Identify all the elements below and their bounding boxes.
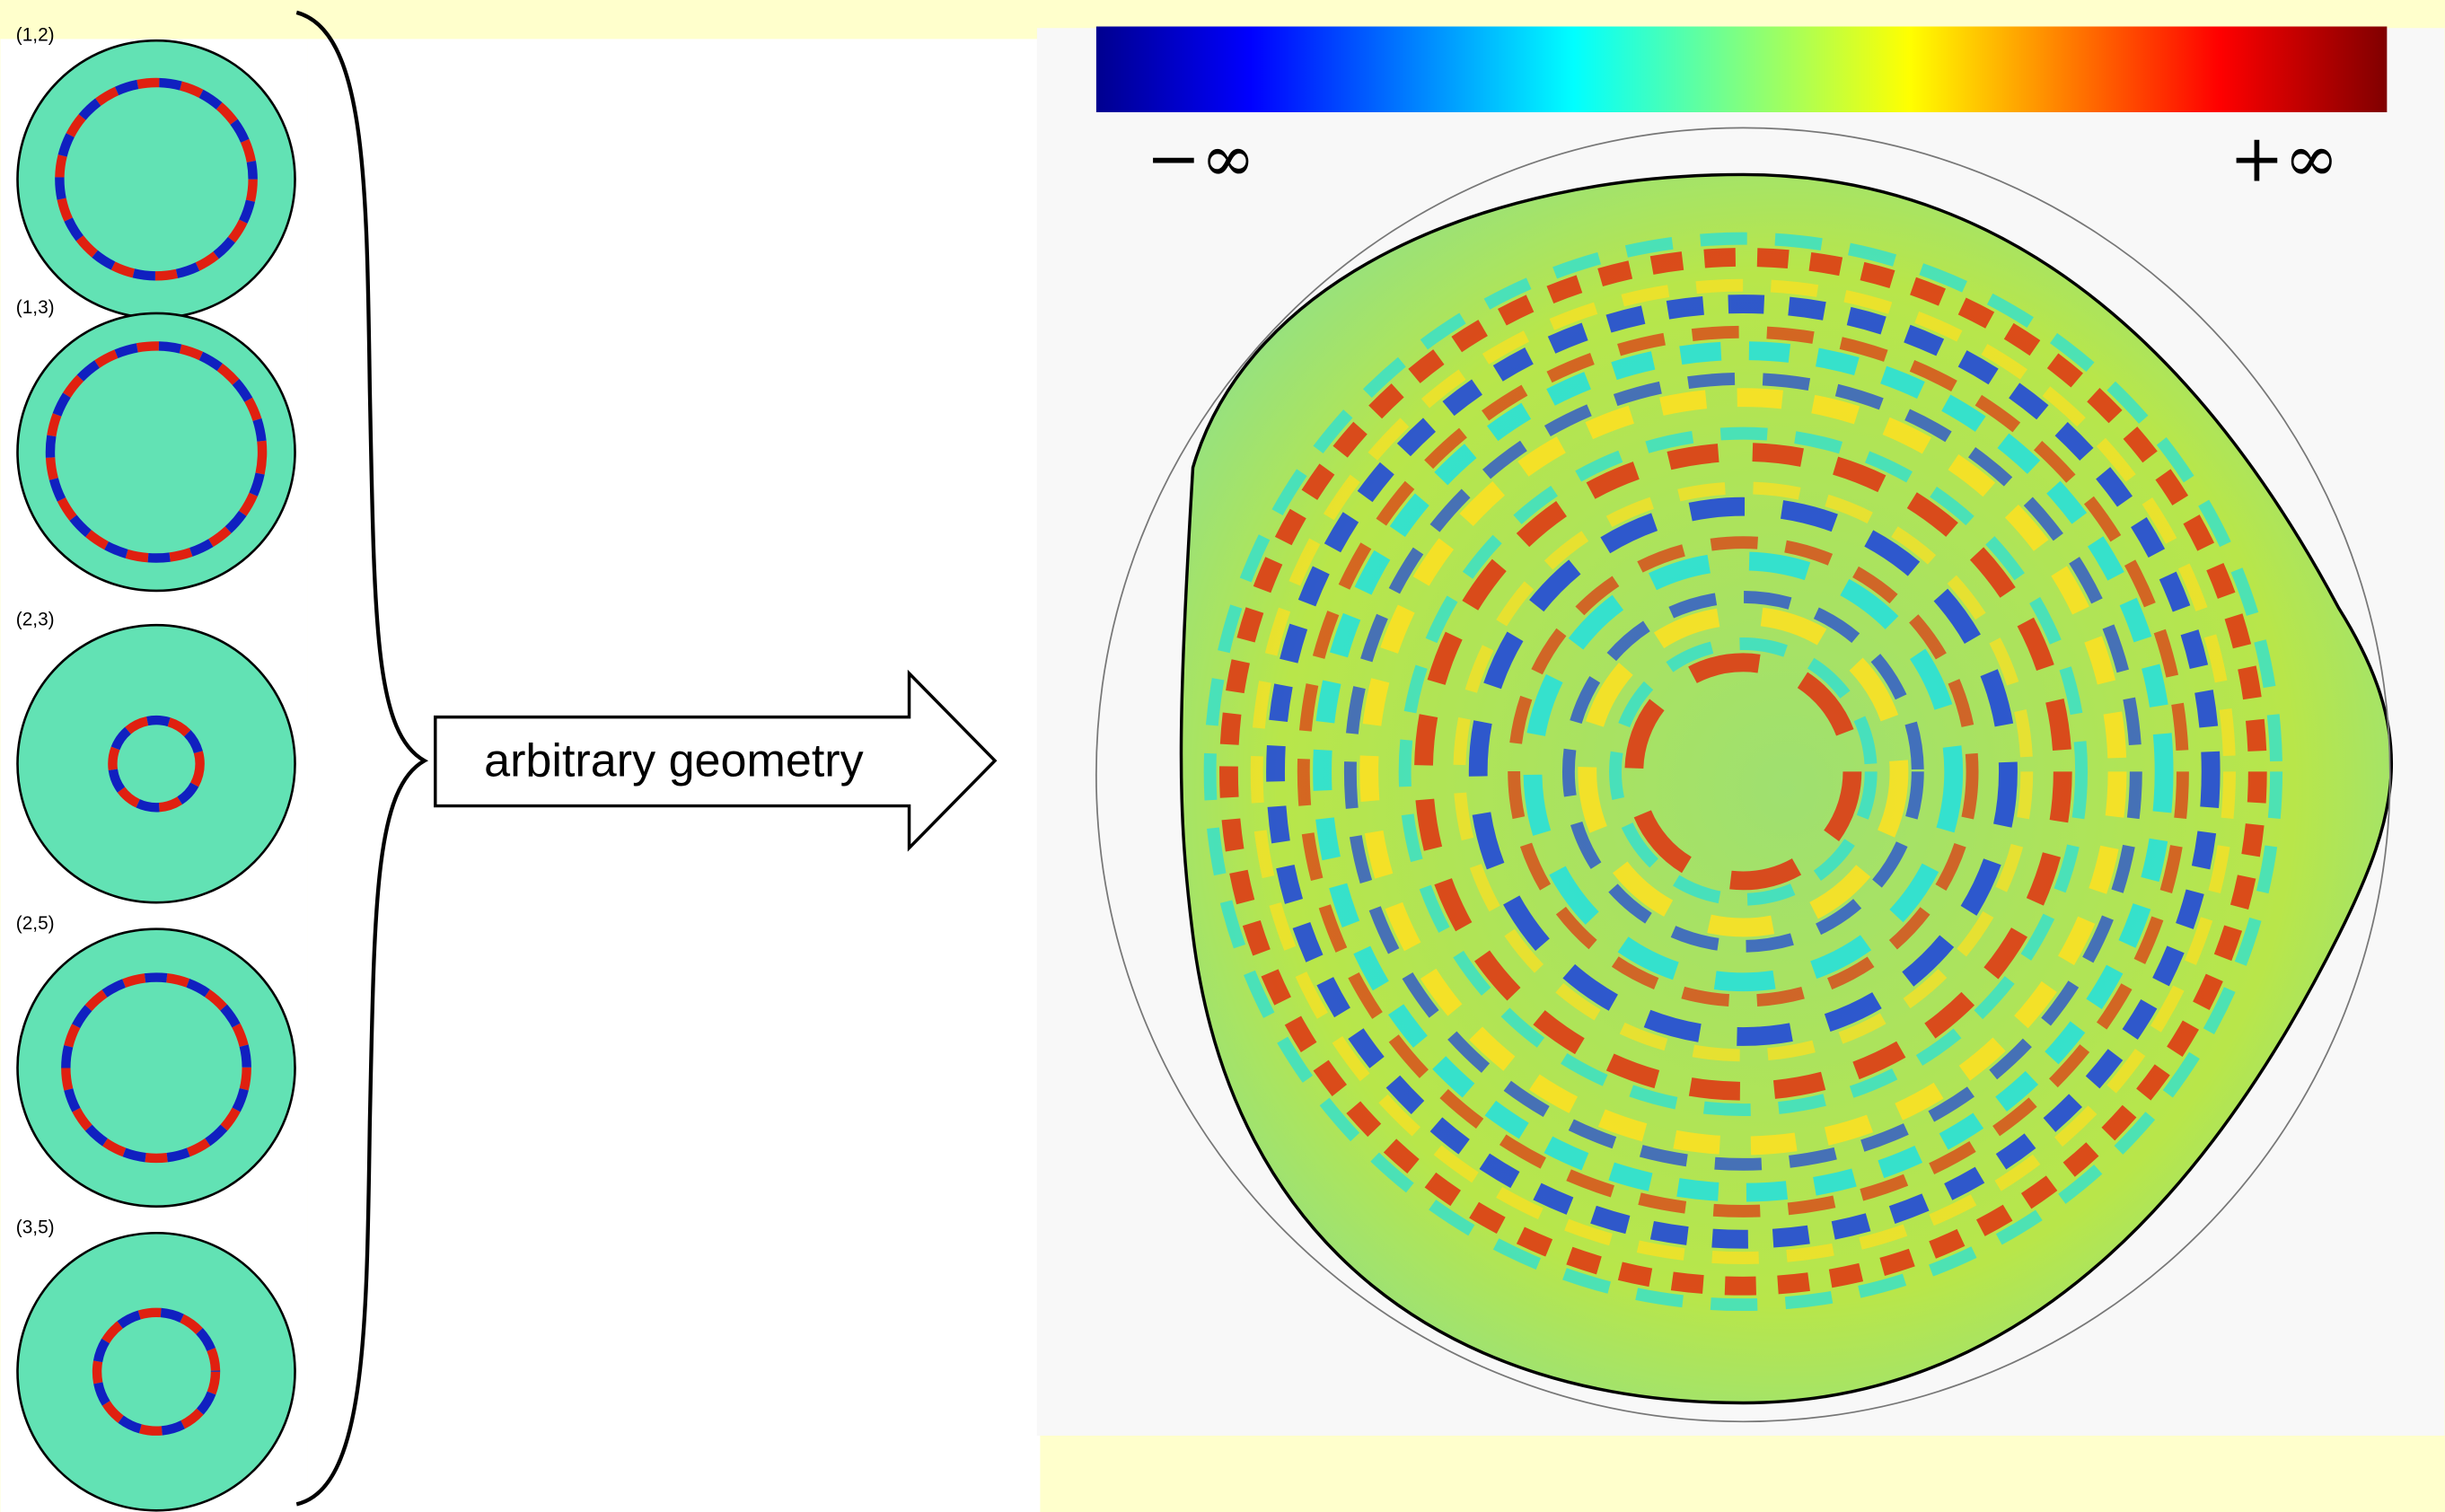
panel-outline xyxy=(18,313,295,591)
panel-outline xyxy=(18,625,295,902)
arrow-label: arbitrary geometry xyxy=(484,734,864,787)
colorbar-max-label: +∞ xyxy=(2230,120,2339,197)
colorbar-min-label: −∞ xyxy=(1146,120,1255,197)
figure: (1,2) (1,3) (2,3) (2,5) (3,5) arbitrary geom… xyxy=(0,0,2445,1512)
panel-outline xyxy=(18,929,295,1207)
panel-label: (1,2) xyxy=(16,24,55,45)
mode-panels: (1,2) (1,3) (2,3) (2,5) (3,5) xyxy=(16,24,295,1510)
panel-outline xyxy=(18,1233,295,1510)
panel-label: (1,3) xyxy=(16,297,55,318)
panel-label: (3,5) xyxy=(16,1218,55,1238)
panel-label: (2,5) xyxy=(16,913,55,934)
colorbar xyxy=(1096,27,2387,112)
page: (1,2) (1,3) (2,3) (2,5) (3,5) arbitrary geom… xyxy=(0,0,2445,1512)
panel-label: (2,3) xyxy=(16,609,55,629)
